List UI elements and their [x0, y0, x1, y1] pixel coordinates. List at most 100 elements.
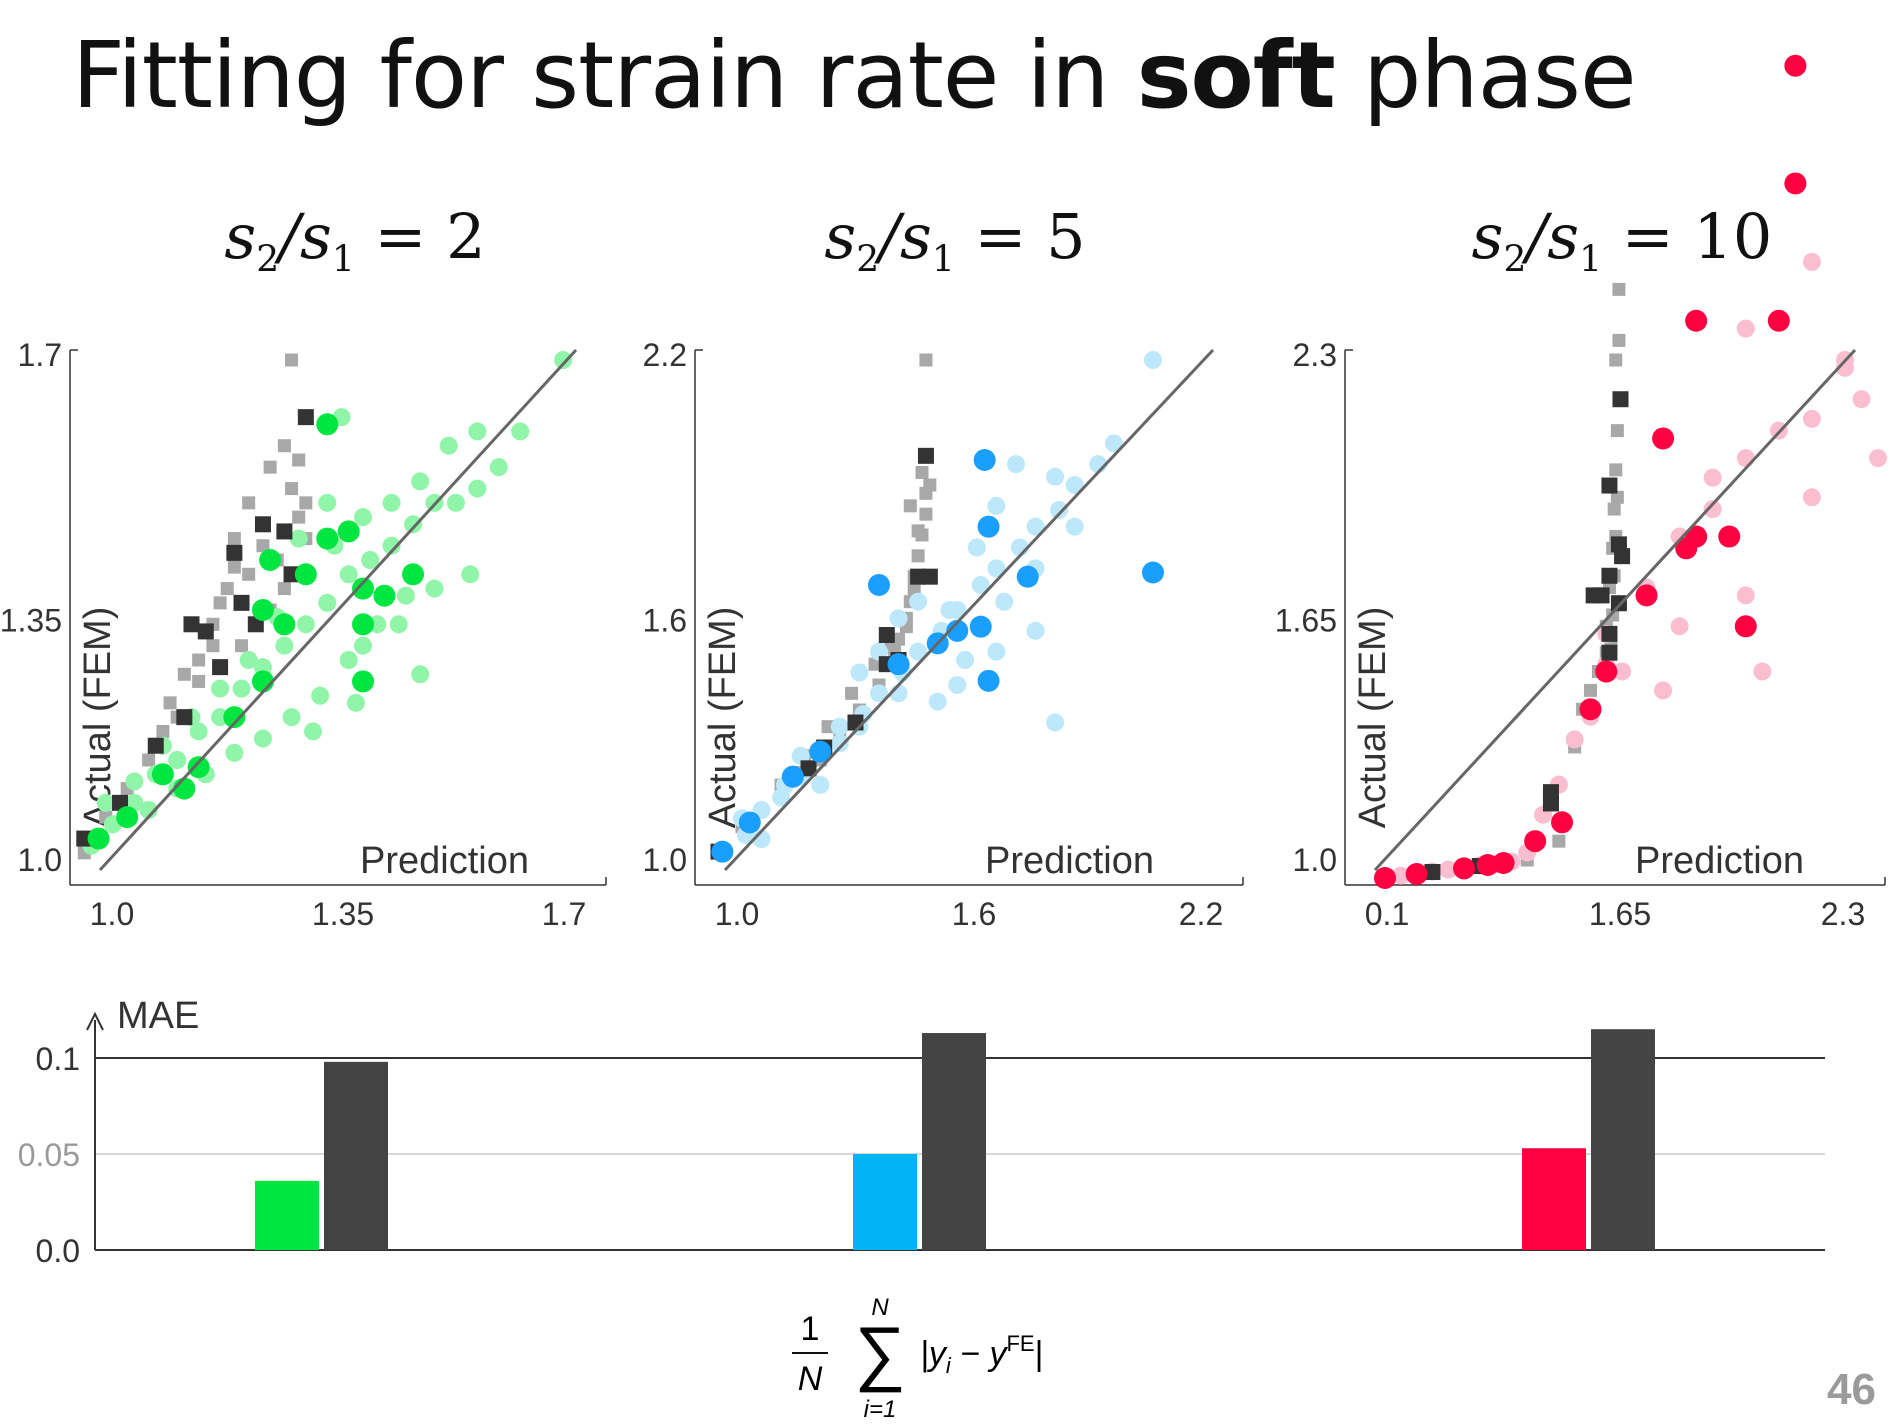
train-point: [1046, 467, 1065, 486]
train-point: [830, 717, 849, 736]
train-point: [1050, 501, 1069, 519]
baseline-train-point: [911, 524, 925, 538]
test-point: [1635, 584, 1658, 607]
baseline-train-point: [1607, 502, 1621, 516]
test-point: [867, 574, 890, 596]
train-point: [1104, 434, 1123, 453]
train-point: [869, 684, 888, 703]
y-tick-label: 1.0: [18, 842, 62, 878]
baseline-train-point: [285, 482, 299, 496]
baseline-test-point: [283, 566, 300, 583]
y-tick-label: 0.05: [18, 1137, 80, 1173]
baseline-test-point: [176, 709, 193, 726]
baseline-test-point: [1542, 784, 1559, 801]
formula-body-minus: − y: [951, 1335, 1009, 1373]
train-point: [339, 651, 358, 669]
baseline-train-point: [192, 674, 206, 688]
baseline-train-point: [923, 478, 937, 492]
train-point: [139, 801, 158, 819]
baseline-train-point: [227, 532, 241, 546]
test-point: [977, 515, 1000, 538]
train-point: [354, 636, 373, 655]
train-point: [346, 693, 365, 712]
train-point: [289, 529, 308, 548]
baseline-train-point: [220, 582, 234, 596]
baseline-train-point: [156, 724, 170, 738]
baseline-train-point: [1609, 353, 1623, 367]
baseline-test-point: [1601, 625, 1618, 642]
train-point: [811, 776, 830, 794]
train-point: [354, 508, 373, 527]
train-point: [296, 615, 315, 634]
train-point: [1703, 500, 1722, 519]
mae-bar: [1591, 1029, 1655, 1250]
test-point: [1718, 525, 1741, 548]
y-tick-label: 1.35: [0, 603, 62, 639]
train-point: [1613, 662, 1632, 681]
train-point: [1026, 621, 1045, 640]
train-point: [928, 692, 947, 711]
train-point: [468, 479, 487, 498]
test-point: [1595, 660, 1618, 683]
formula-body-y: |y: [920, 1335, 948, 1373]
baseline-test-point: [1601, 644, 1618, 661]
mae-bar-chart: MAE 0.0 0.05 0.1: [18, 995, 1825, 1269]
test-point: [1685, 309, 1708, 332]
test-point: [294, 563, 317, 586]
baseline-train-point: [821, 720, 835, 734]
baseline-train-point: [1612, 282, 1626, 296]
baseline-train-point: [1609, 463, 1623, 477]
y-axis-label: MAE: [117, 995, 199, 1037]
formula-upper-limit: N: [871, 1294, 889, 1321]
y-tick-label: 1.7: [18, 337, 62, 373]
test-point: [1767, 309, 1790, 332]
baseline-test-point: [212, 659, 229, 676]
train-point: [439, 436, 458, 455]
baseline-train-point: [263, 460, 277, 474]
train-point: [1753, 662, 1772, 681]
train-point: [987, 496, 1006, 515]
mae-bar: [853, 1154, 917, 1250]
train-point: [1654, 681, 1673, 700]
baseline-test-point: [921, 568, 938, 585]
baseline-train-point: [285, 353, 299, 367]
formula-sup-fe: FE: [1006, 1331, 1034, 1356]
baseline-test-point: [1601, 567, 1618, 584]
test-point: [973, 449, 996, 471]
x-axis-label: Prediction: [985, 840, 1154, 882]
test-point: [316, 413, 339, 436]
test-point: [781, 765, 804, 788]
train-point: [971, 576, 990, 594]
baseline-train-point: [299, 496, 313, 510]
test-point: [316, 527, 339, 550]
train-point: [389, 615, 408, 634]
panel-title-2: s2/s1 = 5: [824, 200, 1086, 281]
baseline-train-point: [206, 639, 220, 653]
y-axis-arrow-icon: [86, 1011, 104, 1031]
y-tick-label: 0.1: [36, 1041, 80, 1077]
formula-lower-limit: i=1: [864, 1396, 897, 1423]
train-point: [1565, 730, 1584, 749]
baseline-train-point: [915, 466, 929, 479]
x-tick-label: 1.0: [90, 896, 134, 932]
train-point: [275, 636, 294, 655]
baseline-train-point: [142, 753, 156, 767]
test-point: [946, 619, 969, 642]
test-point: [1524, 830, 1547, 853]
baseline-train-point: [292, 453, 306, 467]
train-point: [303, 722, 322, 741]
test-point: [1652, 427, 1675, 450]
mae-bar: [324, 1061, 388, 1250]
baseline-test-point: [1593, 587, 1610, 604]
test-point: [1675, 537, 1698, 560]
baseline-train-point: [1610, 424, 1624, 438]
formula-body: |yi − yFE|: [920, 1331, 1043, 1378]
train-point: [772, 788, 791, 807]
train-point: [1869, 449, 1888, 468]
train-point: [382, 536, 401, 555]
baseline-test-point: [878, 627, 895, 643]
identity-line: [98, 348, 578, 872]
baseline-train-point: [177, 667, 191, 681]
y-axis-label: Actual (FEM): [77, 607, 119, 829]
